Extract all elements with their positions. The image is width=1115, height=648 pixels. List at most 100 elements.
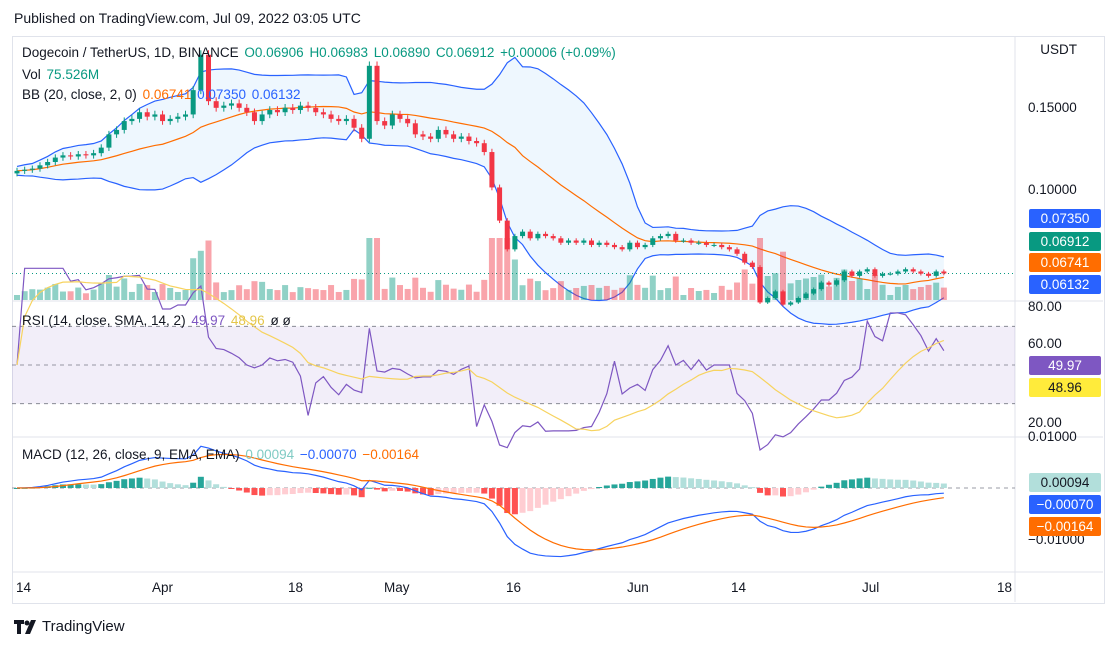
macd-hist-bar	[14, 488, 20, 489]
macd-signal-value: −0.00164	[362, 447, 420, 462]
candle-body	[535, 233, 541, 239]
macd-hist-bar	[243, 488, 250, 493]
volume-bar	[925, 284, 932, 300]
macd-hist-bar	[802, 488, 809, 493]
volume-bar	[59, 291, 66, 300]
candle-body	[213, 101, 219, 108]
change-value: +0.00006 (+0.09%)	[500, 45, 616, 60]
candle-body	[45, 161, 51, 166]
volume-bar	[680, 295, 687, 300]
macd-hist-bar	[113, 480, 120, 488]
candle-body	[818, 282, 824, 290]
volume-bar	[848, 281, 855, 300]
candle-body	[351, 118, 357, 128]
candle-body	[734, 249, 740, 254]
bb-legend[interactable]: BB (20, close, 2, 0) 0.06741 0.07350 0.0…	[22, 87, 303, 102]
macd-hist-bar	[910, 480, 917, 488]
volume-bar	[527, 278, 534, 300]
macd-hist-bar	[220, 486, 227, 488]
macd-hist-bar	[404, 488, 411, 492]
macd-hist-bar	[764, 488, 771, 496]
volume-bar	[557, 281, 564, 300]
volume-bar	[611, 289, 618, 300]
macd-hist-bar	[588, 488, 595, 490]
candle-body	[481, 143, 487, 153]
macd-hist-bar	[151, 479, 158, 488]
volume-bar	[780, 251, 786, 300]
volume-bar	[335, 291, 342, 300]
tradingview-brand[interactable]: TradingView	[14, 618, 125, 635]
macd-hist-bar	[389, 488, 396, 491]
price-tick-2: 0.10000	[1028, 182, 1077, 197]
bb-upper-line	[16, 56, 944, 258]
candle-body	[106, 134, 112, 148]
candle-body	[512, 236, 518, 250]
volume-bar	[603, 285, 610, 300]
candle-body	[497, 187, 503, 221]
macd-hist-bar	[144, 478, 151, 488]
tag-macd: −0.00070	[1029, 495, 1101, 514]
volume-bar	[36, 289, 43, 300]
volume-bar	[151, 292, 158, 300]
volume-legend[interactable]: Vol 75.526M	[22, 67, 101, 82]
volume-bar	[213, 282, 220, 300]
candle-body	[336, 118, 342, 122]
volume-bar	[550, 288, 557, 300]
macd-hist-bar	[603, 485, 610, 488]
bb-lower-line	[16, 128, 945, 325]
volume-bar	[320, 290, 327, 300]
volume-bar	[236, 285, 243, 300]
volume-bar	[764, 276, 771, 300]
volume-bar	[795, 280, 802, 300]
bb-label: BB (20, close, 2, 0)	[22, 87, 137, 102]
candle-body	[206, 54, 211, 102]
macd-hist-bar	[511, 488, 518, 515]
macd-label: MACD (12, 26, close, 9, EMA, EMA)	[22, 447, 240, 462]
volume-bar	[282, 285, 289, 300]
macd-hist-bar	[59, 484, 66, 488]
macd-tick-top: 0.01000	[1028, 429, 1077, 444]
bb-basis-value: 0.06741	[142, 87, 192, 102]
currency-label: USDT	[1040, 42, 1077, 57]
low-value: L0.06890	[373, 45, 431, 60]
macd-hist-bar	[190, 482, 197, 488]
candle-body	[167, 118, 173, 122]
macd-hist-bar	[780, 488, 786, 497]
candle-body	[228, 103, 234, 106]
volume-bar	[841, 269, 848, 300]
macd-hist-bar	[174, 484, 181, 488]
candle-body	[313, 107, 319, 113]
candle-body	[742, 253, 748, 263]
macd-hist-bar	[519, 488, 526, 513]
candle-body	[887, 273, 893, 275]
rsi-legend[interactable]: RSI (14, close, SMA, 14, 2) 49.97 48.96 …	[22, 313, 293, 328]
tag-bb-upper: 0.07350	[1029, 209, 1101, 228]
macd-hist-bar	[703, 479, 710, 488]
volume-bar	[297, 287, 304, 300]
candle-body	[780, 291, 786, 305]
macd-line	[16, 445, 944, 558]
volume-bar	[29, 289, 36, 300]
symbol-name: Dogecoin / TetherUS, 1D, BINANCE	[22, 45, 239, 60]
tradingview-logo-icon	[14, 620, 36, 635]
candle-body	[152, 114, 158, 117]
candle-body	[849, 271, 855, 276]
candle-body	[520, 231, 526, 237]
candle-body	[244, 107, 250, 113]
macd-hist-bar	[787, 488, 794, 497]
volume-bar	[879, 284, 886, 300]
macd-hist-bar	[550, 488, 557, 502]
macd-hist-bar	[320, 488, 327, 494]
macd-hist-bar	[611, 484, 618, 488]
macd-legend[interactable]: MACD (12, 26, close, 9, EMA, EMA) 0.0009…	[22, 447, 421, 462]
macd-hist-bar	[419, 488, 426, 495]
volume-bar	[75, 287, 82, 300]
candle-body	[428, 136, 434, 139]
price-tick-1: 0.15000	[1028, 100, 1077, 115]
symbol-legend[interactable]: Dogecoin / TetherUS, 1D, BINANCE O0.0690…	[22, 45, 618, 60]
candle-body	[121, 121, 127, 130]
volume-bar	[488, 238, 495, 300]
volume-bar	[902, 285, 909, 300]
macd-hist-bar	[925, 482, 932, 488]
